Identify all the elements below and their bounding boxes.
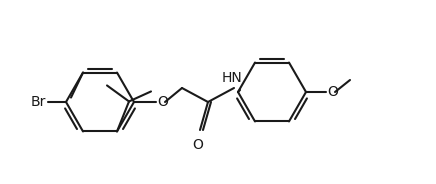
Text: O: O	[193, 138, 204, 152]
Text: Br: Br	[31, 95, 46, 109]
Text: HN: HN	[221, 71, 242, 85]
Text: O: O	[327, 85, 338, 99]
Text: O: O	[157, 95, 168, 109]
